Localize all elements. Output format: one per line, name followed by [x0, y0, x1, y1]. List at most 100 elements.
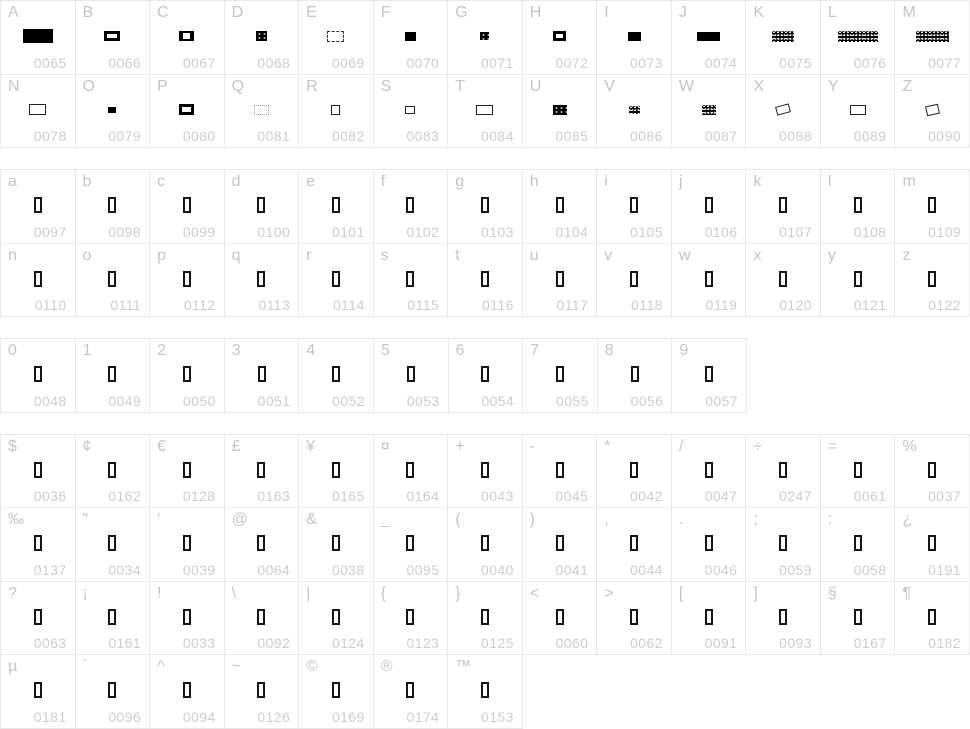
- glyph-area: [76, 435, 150, 508]
- char-code: 0124: [331, 635, 365, 651]
- missing-glyph-icon: [480, 270, 489, 287]
- char-code: 0046: [704, 561, 738, 578]
- missing-glyph-icon: [480, 608, 489, 625]
- glyph-area: [374, 75, 448, 148]
- char-code: 0079: [108, 128, 142, 144]
- glyph-area: [821, 244, 895, 317]
- char-cell: V 0086: [597, 74, 672, 148]
- char-label: m: [902, 173, 916, 190]
- char-cell: d 0100: [224, 170, 300, 244]
- char-label: 8: [604, 342, 614, 359]
- missing-glyph-icon: [182, 461, 191, 478]
- glyph-area: [150, 339, 224, 412]
- glyph-area: [374, 508, 448, 581]
- char-code: 0070: [406, 54, 440, 71]
- glyph-area: [374, 1, 448, 74]
- char-label: ¿: [902, 511, 913, 528]
- missing-glyph-icon: [555, 535, 564, 552]
- glyph-stamp-icon: [701, 104, 716, 115]
- char-cell: S 0083: [373, 74, 449, 148]
- char-cell: M 0077: [895, 1, 970, 75]
- char-code: 0091: [704, 635, 738, 651]
- char-code: 0089: [853, 128, 887, 144]
- char-cell: } 0125: [448, 581, 523, 655]
- char-label: µ: [8, 658, 18, 675]
- glyph-area: [448, 244, 522, 317]
- glyph-area: [597, 582, 671, 655]
- glyph-area: [1, 435, 75, 508]
- glyph-stamp-icon: [108, 106, 117, 113]
- char-label: M: [902, 4, 916, 21]
- char-code: 0117: [556, 297, 589, 313]
- missing-glyph-icon: [555, 270, 564, 287]
- char-cell: H 0072: [522, 1, 598, 75]
- glyph-area: [821, 1, 895, 74]
- char-cell: _ 0095: [373, 508, 449, 582]
- char-cell: ¢ 0162: [75, 434, 151, 508]
- char-code: 0098: [108, 223, 142, 240]
- charmap-section-lowercase: a 0097 b 0098 c 0099 d 0100 e 0101 f 0102 g 0103 h 0104…: [0, 169, 970, 317]
- missing-glyph-icon: [704, 270, 713, 287]
- char-label: F: [380, 4, 391, 21]
- glyph-area: [225, 508, 299, 581]
- char-label: v: [604, 246, 613, 264]
- char-label: *: [604, 437, 611, 455]
- char-label: =: [827, 437, 838, 455]
- glyph-stamp-icon: [405, 105, 416, 114]
- missing-glyph-icon: [182, 366, 191, 383]
- glyph-area: [597, 244, 671, 317]
- char-label: l: [827, 173, 832, 190]
- glyph-area: [150, 170, 224, 243]
- char-label: z: [902, 246, 911, 264]
- glyph-area: [821, 582, 895, 655]
- char-code: 0051: [257, 392, 291, 409]
- char-label: £: [231, 437, 241, 455]
- char-label: O: [82, 77, 95, 95]
- missing-glyph-icon: [108, 197, 117, 214]
- char-label: |: [306, 584, 311, 602]
- missing-glyph-icon: [108, 682, 117, 699]
- glyph-stamp-icon: [104, 31, 121, 42]
- glyph-area: [76, 1, 150, 74]
- glyph-area: [448, 582, 522, 655]
- char-cell: s 0115: [373, 243, 449, 317]
- char-code: 0165: [331, 488, 365, 504]
- char-code: 0055: [556, 392, 589, 409]
- glyph-area: [1, 508, 75, 581]
- char-code: 0125: [481, 635, 514, 651]
- char-code: 0106: [704, 223, 738, 240]
- missing-glyph-icon: [555, 461, 564, 478]
- char-code: 0181: [33, 708, 67, 725]
- missing-glyph-icon: [108, 270, 117, 287]
- char-code: 0086: [630, 128, 663, 144]
- missing-glyph-icon: [257, 608, 266, 625]
- char-label: f: [380, 173, 386, 190]
- char-label: k: [753, 173, 762, 190]
- glyph-area: [1, 582, 75, 655]
- char-label: T: [455, 77, 465, 95]
- glyph-area: [374, 435, 448, 508]
- char-cell: * 0042: [597, 434, 672, 508]
- char-code: 0153: [481, 708, 514, 725]
- char-code: 0174: [406, 708, 440, 725]
- glyph-stamp-icon: [476, 104, 494, 115]
- missing-glyph-icon: [480, 197, 489, 214]
- glyph-area: [523, 435, 597, 508]
- char-code: 0075: [779, 54, 812, 71]
- char-label: 1: [82, 342, 92, 359]
- charmap-section-symbols: $0036 ¢ 0162 €0128 £0163 ¥0165 ¤ 0164 +0043-0045…: [0, 433, 970, 729]
- char-cell: +0043: [448, 434, 523, 508]
- missing-glyph-icon: [779, 608, 788, 625]
- char-cell: >0062: [597, 581, 672, 655]
- char-label: 9: [679, 342, 689, 359]
- glyph-stamp-icon: [628, 105, 640, 114]
- char-cell: D 0068: [224, 1, 300, 75]
- char-cell: 0 0048: [1, 339, 76, 413]
- glyph-stamp-icon: [179, 104, 195, 116]
- char-code: 0069: [331, 54, 365, 71]
- char-label: V: [604, 77, 615, 95]
- glyph-area: [746, 435, 820, 508]
- char-code: 0085: [555, 128, 589, 144]
- missing-glyph-icon: [257, 682, 266, 699]
- char-code: 0080: [182, 128, 216, 144]
